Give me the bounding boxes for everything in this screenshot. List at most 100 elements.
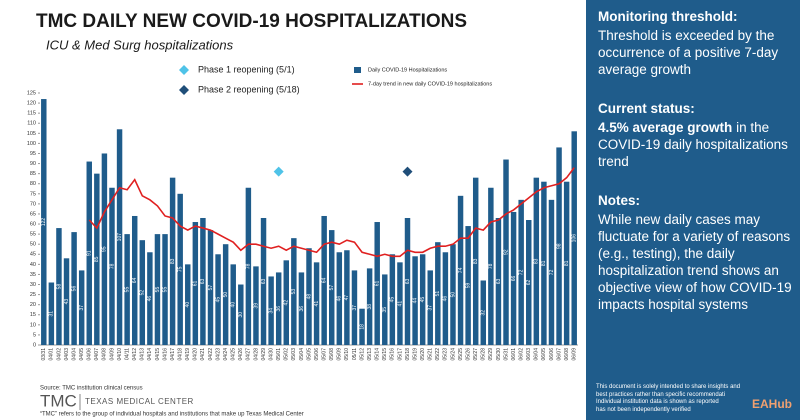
notes-text: While new daily cases may fluctuate for … (598, 212, 792, 312)
x-tick-label: 05/26 (465, 348, 471, 361)
bar (556, 147, 562, 345)
bar (154, 234, 161, 345)
y-tick-label: 15 (30, 312, 36, 318)
data-label: 40 (231, 302, 237, 308)
bar (298, 272, 305, 345)
data-label: 50 (450, 292, 456, 298)
data-label: 98 (556, 243, 562, 249)
data-label: 37 (352, 305, 358, 311)
bar (503, 159, 509, 345)
chart-subtitle: ICU & Med Surg hospitalizations (46, 37, 234, 52)
x-tick-label: 05/29 (488, 348, 494, 361)
bar (78, 270, 85, 345)
x-tick-label: 04/01 (49, 348, 55, 361)
data-label: 74 (458, 267, 464, 273)
x-tick-label: 06/05 (541, 348, 547, 361)
logo-text: TEXAS MEDICAL CENTER (85, 397, 194, 406)
bar (427, 270, 433, 345)
x-tick-label: 05/15 (382, 348, 388, 361)
bar (518, 199, 524, 345)
x-tick-label: 05/28 (481, 348, 487, 361)
bar (336, 252, 343, 345)
y-tick-label: 90 (30, 161, 36, 167)
data-label: 78 (246, 263, 252, 269)
data-label: 72 (518, 269, 524, 275)
bar (351, 270, 358, 345)
x-tick-label: 04/30 (268, 348, 274, 361)
bar (412, 256, 418, 345)
x-tick-label: 04/04 (71, 348, 77, 361)
y-tick-label: 20 (30, 302, 36, 308)
y-tick-label: 60 (30, 221, 36, 227)
data-label: 42 (284, 300, 290, 306)
x-tick-label: 05/01 (276, 348, 282, 361)
data-label: 36 (276, 306, 282, 312)
x-tick-label: 05/04 (299, 348, 305, 361)
data-label: 55 (124, 287, 130, 293)
status-heading: Current status: (598, 101, 695, 116)
bar (222, 244, 229, 345)
y-tick-label: 95 (30, 151, 36, 157)
x-tick-label: 05/13 (367, 348, 373, 361)
x-tick-label: 04/17 (170, 348, 176, 361)
bar (435, 242, 441, 345)
y-tick-label: 0 (33, 342, 36, 348)
data-label: 64 (132, 277, 138, 283)
bar (404, 217, 411, 345)
data-label: 61 (193, 281, 199, 287)
bar (230, 264, 236, 345)
bar (495, 217, 502, 345)
bar (541, 181, 547, 345)
data-label: 45 (390, 297, 396, 303)
status-bold: 4.5% average growth (598, 120, 733, 135)
x-tick-label: 05/14 (375, 348, 381, 361)
x-tick-label: 04/05 (79, 348, 85, 361)
data-label: 41 (397, 301, 403, 307)
x-tick-label: 05/02 (284, 348, 290, 361)
side-panel: Monitoring threshold: Threshold is excee… (586, 0, 800, 420)
data-label: 63 (496, 278, 502, 284)
data-label: 37 (428, 305, 434, 311)
bar (260, 217, 267, 345)
x-tick-label: 05/09 (337, 348, 343, 361)
bar (321, 215, 327, 345)
x-tick-label: 04/02 (56, 348, 62, 361)
x-tick-label: 06/06 (549, 348, 555, 361)
bar (533, 177, 540, 345)
bar (207, 230, 214, 345)
x-tick-label: 04/28 (253, 348, 259, 361)
x-tick-label: 04/10 (117, 348, 123, 361)
phase-marker (402, 166, 413, 177)
bar (238, 284, 244, 345)
x-tick-label: 04/27 (246, 348, 252, 361)
watermark: EAHub (752, 397, 792, 411)
bar (48, 282, 55, 345)
x-tick-label: 04/26 (238, 348, 244, 361)
data-label: 52 (140, 290, 146, 296)
x-tick-label: 05/16 (390, 348, 396, 361)
data-label: 83 (170, 258, 176, 264)
x-tick-label: 04/08 (102, 348, 108, 361)
x-tick-label: 05/08 (329, 348, 335, 361)
data-label: 72 (549, 269, 555, 275)
x-tick-label: 04/09 (109, 348, 115, 361)
x-tick-label: 06/03 (526, 348, 532, 361)
x-tick-label: 04/07 (94, 348, 100, 361)
bar (389, 254, 396, 345)
bar (41, 99, 47, 345)
logo-mark: TMC (40, 391, 77, 410)
data-label: 45 (420, 297, 426, 303)
x-tick-label: 04/24 (223, 348, 229, 361)
y-tick-label: 45 (30, 252, 36, 258)
x-tick-label: 05/31 (503, 348, 509, 361)
data-label: 41 (314, 301, 320, 307)
x-tick-label: 05/21 (428, 348, 434, 361)
data-label: 35 (382, 307, 388, 313)
data-label: 30 (238, 312, 244, 318)
data-label: 83 (473, 258, 479, 264)
data-label: 63 (200, 278, 206, 284)
legend-label: Daily COVID-19 Hospitalizations (368, 67, 447, 73)
x-tick-label: 05/30 (496, 348, 502, 361)
x-tick-label: 05/18 (405, 348, 411, 361)
y-tick-label: 25 (30, 292, 36, 298)
